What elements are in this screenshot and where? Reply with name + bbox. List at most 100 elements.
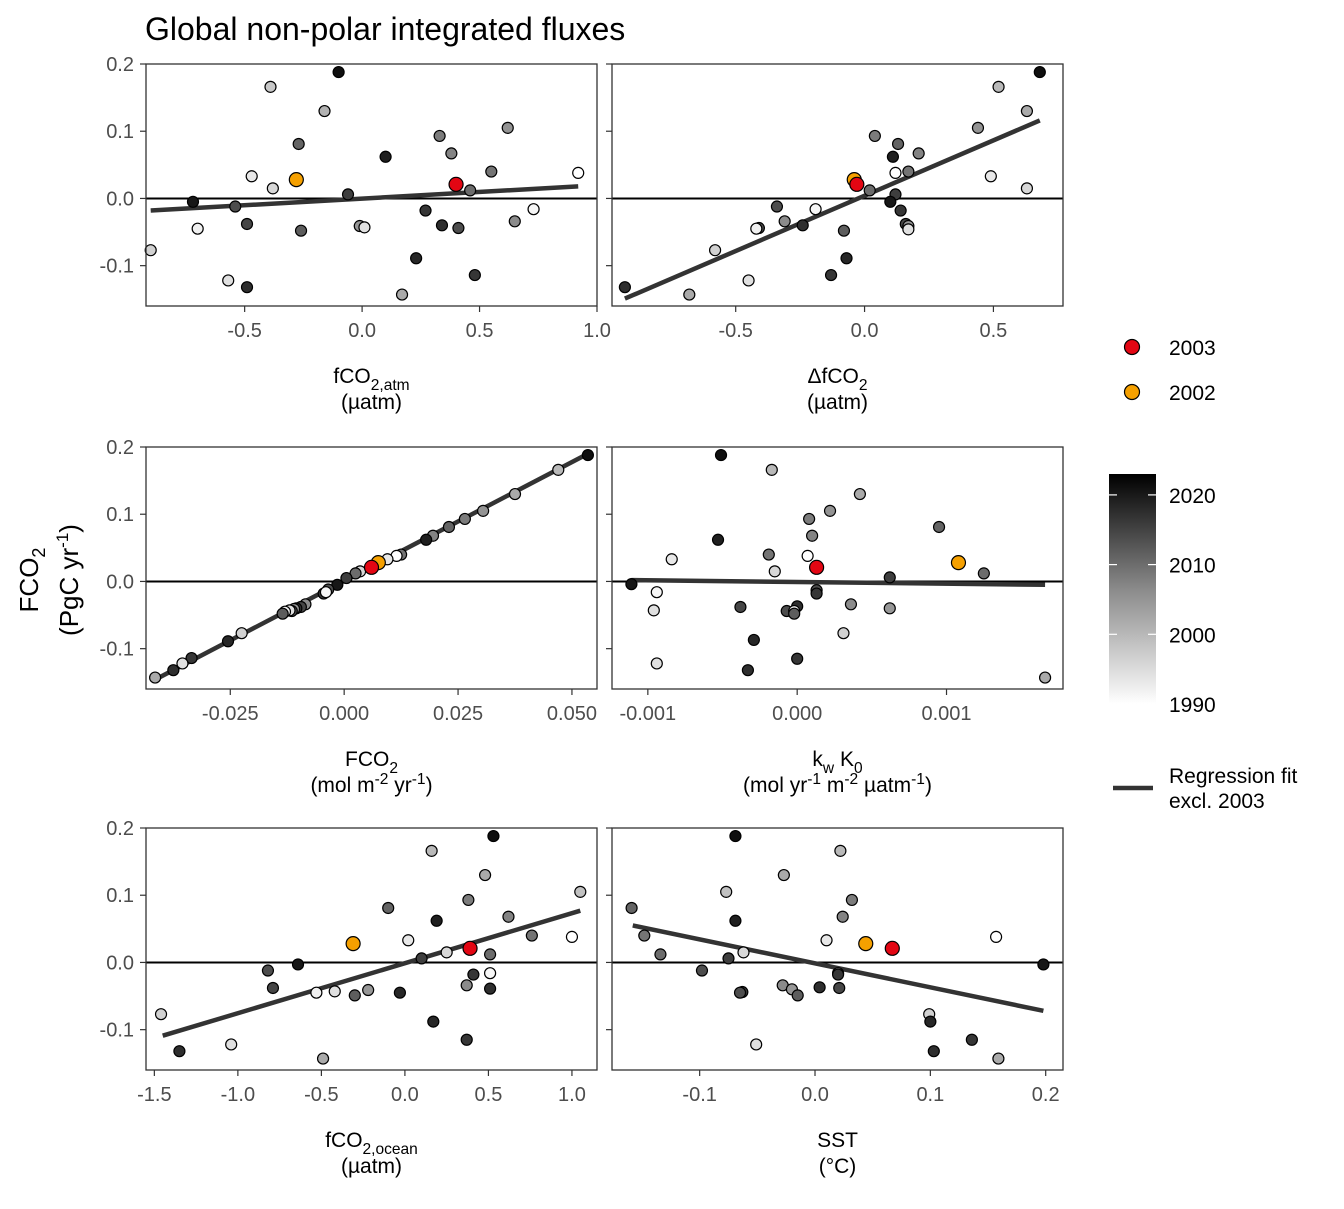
y-axis-title-main: FCO2 bbox=[14, 548, 49, 613]
data-point bbox=[167, 664, 180, 677]
regression-fit-line bbox=[150, 184, 579, 213]
data-point bbox=[508, 215, 521, 228]
panel-border bbox=[611, 446, 1064, 690]
panel-2: -0.5 0.0 0.5 ΔfCO2(µatm) bbox=[606, 63, 1064, 414]
x-axis-title: FCO2 bbox=[345, 748, 398, 777]
data-point bbox=[840, 252, 853, 265]
data-point bbox=[836, 910, 849, 923]
data-point bbox=[266, 182, 279, 195]
data-point bbox=[483, 948, 497, 961]
data-point bbox=[379, 150, 392, 163]
x-tick-label: 0.1 bbox=[916, 1084, 944, 1106]
data-point bbox=[501, 121, 514, 134]
data-point bbox=[778, 215, 791, 228]
y-tick-label: 0.1 bbox=[106, 121, 134, 143]
data-point bbox=[487, 829, 500, 843]
y-axis-title: FCO2 (PgC yr-1) bbox=[14, 524, 84, 636]
data-point bbox=[445, 147, 458, 160]
x-tick-label: -0.1 bbox=[682, 1084, 716, 1106]
data-point-2003 bbox=[808, 559, 825, 575]
data-point bbox=[294, 224, 308, 237]
data-point bbox=[831, 968, 845, 981]
x-tick-label: 0.000 bbox=[772, 703, 822, 725]
data-point bbox=[419, 204, 432, 217]
data-point bbox=[581, 448, 594, 462]
data-point bbox=[984, 170, 997, 183]
data-point bbox=[235, 627, 248, 640]
data-point bbox=[618, 281, 631, 294]
data-point bbox=[460, 979, 473, 992]
colorbar-tick-label: 2010 bbox=[1169, 555, 1216, 578]
data-point bbox=[844, 598, 858, 611]
data-point bbox=[883, 571, 896, 584]
data-point bbox=[1038, 671, 1052, 684]
legend-fit-label-1: Regression fit bbox=[1169, 765, 1298, 788]
data-point-2003 bbox=[363, 559, 380, 575]
data-point bbox=[833, 981, 846, 995]
data-point bbox=[824, 268, 838, 282]
panel-3: -0.025 0.000 0.025 0.050 -0.1 0.0 0.1 0.2 FCO2(m… bbox=[100, 437, 598, 797]
data-point bbox=[362, 983, 375, 997]
legend-fit-label-2: excl. 2003 bbox=[1169, 790, 1265, 813]
data-point bbox=[382, 901, 395, 915]
x-tick-label: -0.001 bbox=[619, 703, 676, 725]
x-axis-title: fCO2,ocean bbox=[325, 1129, 418, 1158]
panel-border bbox=[145, 63, 598, 307]
data-point bbox=[625, 901, 638, 915]
x-tick-label: 0.050 bbox=[547, 703, 597, 725]
data-point bbox=[762, 548, 775, 561]
data-point bbox=[683, 288, 696, 301]
data-point bbox=[791, 989, 804, 1002]
data-point bbox=[525, 929, 538, 942]
data-point bbox=[820, 934, 833, 947]
data-point bbox=[992, 1052, 1005, 1065]
data-point bbox=[292, 137, 305, 151]
data-point bbox=[788, 607, 801, 620]
y-tick-label: 0.0 bbox=[106, 188, 134, 210]
data-point bbox=[902, 165, 915, 178]
data-point bbox=[695, 964, 709, 977]
data-point bbox=[809, 203, 822, 216]
x-tick-label: -0.5 bbox=[304, 1084, 338, 1106]
data-point bbox=[477, 504, 490, 517]
data-point bbox=[433, 129, 446, 143]
x-tick-label: -0.025 bbox=[202, 703, 259, 725]
data-point bbox=[650, 586, 663, 599]
x-tick-label: 0.000 bbox=[319, 703, 369, 725]
data-point bbox=[291, 958, 305, 971]
data-point bbox=[737, 946, 750, 959]
data-point bbox=[992, 80, 1005, 93]
x-tick-label: -1.5 bbox=[137, 1084, 171, 1106]
data-point-2003 bbox=[448, 176, 464, 192]
legend-2002-label: 2002 bbox=[1169, 382, 1216, 405]
data-point-2003 bbox=[884, 940, 900, 956]
data-point bbox=[245, 170, 258, 183]
data-point bbox=[467, 968, 480, 981]
data-point bbox=[741, 664, 754, 677]
data-point bbox=[965, 1033, 978, 1046]
chart-title: Global non-polar integrated fluxes bbox=[145, 11, 625, 47]
x-axis-title: fCO2,atm bbox=[333, 365, 409, 394]
data-point bbox=[261, 964, 275, 977]
data-point-2002 bbox=[288, 172, 304, 188]
data-point bbox=[891, 137, 905, 151]
data-point bbox=[415, 952, 428, 965]
x-axis-title: ΔfCO2 bbox=[807, 365, 867, 394]
data-point bbox=[729, 914, 742, 927]
data-point bbox=[483, 967, 497, 980]
data-point bbox=[410, 252, 423, 265]
data-point bbox=[801, 549, 814, 563]
data-point bbox=[264, 80, 277, 93]
data-point bbox=[989, 930, 1003, 944]
data-point bbox=[1020, 182, 1034, 195]
data-point bbox=[647, 604, 660, 617]
data-point bbox=[796, 219, 809, 232]
data-point-2003 bbox=[462, 940, 478, 956]
regression-fit-line bbox=[631, 577, 1046, 588]
data-point bbox=[863, 184, 876, 197]
data-point bbox=[328, 985, 341, 998]
data-point bbox=[468, 268, 481, 282]
data-point bbox=[276, 607, 289, 620]
legend-2002-marker bbox=[1123, 383, 1141, 401]
data-point bbox=[765, 463, 778, 476]
